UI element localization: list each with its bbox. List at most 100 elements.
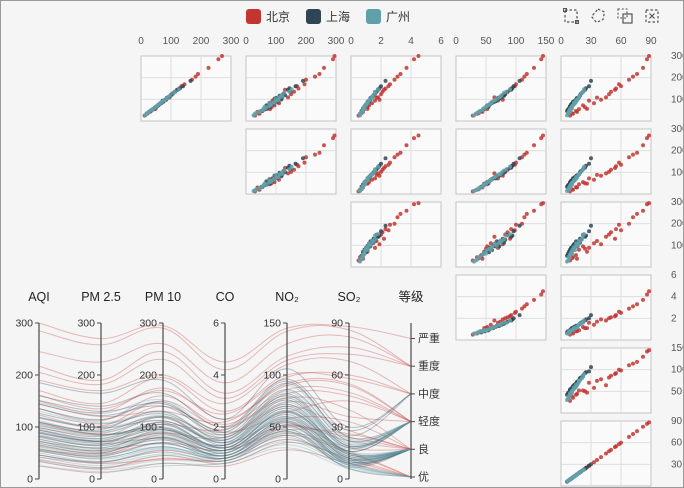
splom-y-tick-label: 2 bbox=[671, 313, 677, 324]
parallel-axis[interactable]: CO 0 2 4 6 bbox=[213, 290, 234, 486]
legend: 北京 上海 广州 bbox=[246, 8, 410, 25]
brush-keep-icon bbox=[617, 8, 633, 24]
parallel-category-label: 重度 bbox=[418, 359, 440, 373]
scatter-cell[interactable] bbox=[455, 54, 547, 122]
splom-x-tick-label: 0 bbox=[243, 36, 249, 47]
parallel-tick-label: 2 bbox=[213, 422, 219, 434]
parallel-axis-name: 等级 bbox=[398, 289, 424, 304]
splom-y-tick-label: 200 bbox=[671, 219, 684, 230]
legend-item-beijing[interactable]: 北京 bbox=[246, 8, 290, 25]
parallel-axis[interactable]: 等级优 良 轻度 中度 重度 严重 bbox=[398, 289, 440, 484]
scatter-cell[interactable] bbox=[560, 128, 652, 195]
parallel-tick-label: 0 bbox=[337, 474, 343, 486]
splom-x-tick-label: 150 bbox=[538, 36, 555, 47]
parallel-tick-label: 30 bbox=[331, 422, 343, 434]
splom-y-tick-label: 300 bbox=[671, 197, 684, 208]
parallel-axis-name: PM 10 bbox=[145, 290, 181, 304]
parallel-axis[interactable]: PM 10 0 100 200 300 bbox=[139, 290, 181, 486]
splom-y-tick-label: 100 bbox=[671, 167, 684, 178]
scatter-cell[interactable] bbox=[245, 128, 337, 195]
parallel-tick-label: 100 bbox=[263, 370, 281, 382]
splom-y-tick-label: 300 bbox=[671, 124, 684, 135]
scatter-cell[interactable] bbox=[560, 420, 652, 487]
legend-swatch-beijing-icon bbox=[246, 9, 261, 24]
splom-x-tick-label: 100 bbox=[163, 36, 180, 47]
scatter-cell[interactable] bbox=[140, 54, 232, 122]
scatter-cell[interactable] bbox=[350, 201, 442, 268]
parallel-tick-label: 300 bbox=[77, 318, 95, 330]
scatter-cell[interactable] bbox=[560, 54, 652, 122]
legend-item-shanghai[interactable]: 上海 bbox=[306, 8, 350, 25]
parallel-tick-label: 60 bbox=[331, 370, 343, 382]
parallel-tick-label: 90 bbox=[331, 318, 343, 330]
splom-x-tick-label: 4 bbox=[408, 36, 414, 47]
splom-x-tick-label: 100 bbox=[508, 36, 525, 47]
scatter-cell[interactable] bbox=[245, 54, 337, 122]
legend-label-beijing: 北京 bbox=[266, 10, 291, 24]
splom-x-tick-label: 0 bbox=[138, 36, 144, 47]
splom-y-tick-label: 90 bbox=[671, 416, 683, 427]
splom-x-tick-label: 0 bbox=[348, 36, 354, 47]
scatter-cell[interactable] bbox=[560, 201, 652, 268]
brush-clear-selected-button[interactable] bbox=[643, 7, 661, 25]
legend-swatch-shanghai-icon bbox=[306, 9, 322, 24]
splom-y-tick-label: 30 bbox=[671, 459, 683, 470]
parallel-axis[interactable]: SO₂ 0 30 60 90 bbox=[331, 290, 360, 486]
legend-swatch-guangzhou-icon bbox=[366, 9, 382, 24]
parallel-tick-label: 6 bbox=[213, 318, 219, 330]
splom-y-tick-label: 150 bbox=[671, 343, 684, 354]
scatter-cell[interactable] bbox=[350, 128, 442, 195]
parallel-tick-label: 0 bbox=[213, 474, 219, 486]
scatter-cell[interactable] bbox=[560, 274, 652, 341]
brush-rect-icon bbox=[563, 8, 579, 24]
parallel-tick-label: 300 bbox=[15, 318, 33, 330]
scatter-cell[interactable] bbox=[455, 274, 547, 341]
parallel-tick-label: 200 bbox=[15, 370, 33, 382]
parallel-axis[interactable]: NO₂ 0 50 100 150 bbox=[263, 290, 298, 486]
splom-y-tick-label: 60 bbox=[671, 438, 683, 449]
brush-toolbox bbox=[562, 7, 661, 25]
splom-x-tick-label: 6 bbox=[438, 36, 444, 47]
splom-x-tick-label: 300 bbox=[223, 36, 240, 47]
legend-label-shanghai: 上海 bbox=[326, 10, 351, 24]
splom-x-tick-label: 0 bbox=[453, 36, 459, 47]
brush-keep-selected-button[interactable] bbox=[616, 7, 634, 25]
brush-polygon-select-button[interactable] bbox=[589, 7, 607, 25]
parallel-category-label: 轻度 bbox=[418, 414, 440, 428]
scatter-matrix[interactable]: 0 100 200 300 0 100 200 300 0 2 4 6 0 50 100 150 0 30 60 90… bbox=[138, 36, 684, 487]
parallel-tick-label: 150 bbox=[263, 318, 281, 330]
splom-y-tick-label: 4 bbox=[671, 292, 677, 303]
legend-item-guangzhou[interactable]: 广州 bbox=[366, 8, 410, 25]
splom-y-tick-label: 50 bbox=[671, 386, 683, 397]
splom-x-tick-label: 200 bbox=[193, 36, 210, 47]
parallel-tick-label: 4 bbox=[213, 370, 219, 382]
splom-x-tick-label: 0 bbox=[558, 36, 564, 47]
parallel-tick-label: 300 bbox=[139, 318, 157, 330]
parallel-axis[interactable]: PM 2.5 0 100 200 300 bbox=[77, 290, 120, 486]
splom-x-tick-label: 50 bbox=[480, 36, 492, 47]
scatter-cell[interactable] bbox=[455, 201, 547, 268]
splom-x-tick-label: 90 bbox=[645, 36, 657, 47]
parallel-tick-label: 0 bbox=[151, 474, 157, 486]
parallel-axis-name: PM 2.5 bbox=[81, 290, 121, 304]
parallel-axis-name: SO₂ bbox=[338, 290, 361, 304]
scatter-cell[interactable] bbox=[560, 347, 652, 414]
scatter-cell[interactable] bbox=[455, 128, 547, 195]
brush-rect-select-button[interactable] bbox=[562, 7, 580, 25]
splom-x-tick-label: 100 bbox=[268, 36, 285, 47]
splom-x-tick-label: 200 bbox=[298, 36, 315, 47]
parallel-tick-label: 100 bbox=[77, 422, 95, 434]
scatter-cell[interactable] bbox=[350, 54, 442, 122]
parallel-tick-label: 200 bbox=[77, 370, 95, 382]
parallel-tick-label: 0 bbox=[89, 474, 95, 486]
parallel-tick-label: 0 bbox=[275, 474, 281, 486]
parallel-axis-name: NO₂ bbox=[275, 290, 299, 304]
brush-clear-icon bbox=[645, 9, 659, 23]
splom-x-tick-label: 60 bbox=[615, 36, 627, 47]
splom-x-tick-label: 30 bbox=[585, 36, 597, 47]
parallel-axis[interactable]: AQI 0 100 200 300 bbox=[15, 290, 49, 486]
splom-y-tick-label: 100 bbox=[671, 365, 684, 376]
